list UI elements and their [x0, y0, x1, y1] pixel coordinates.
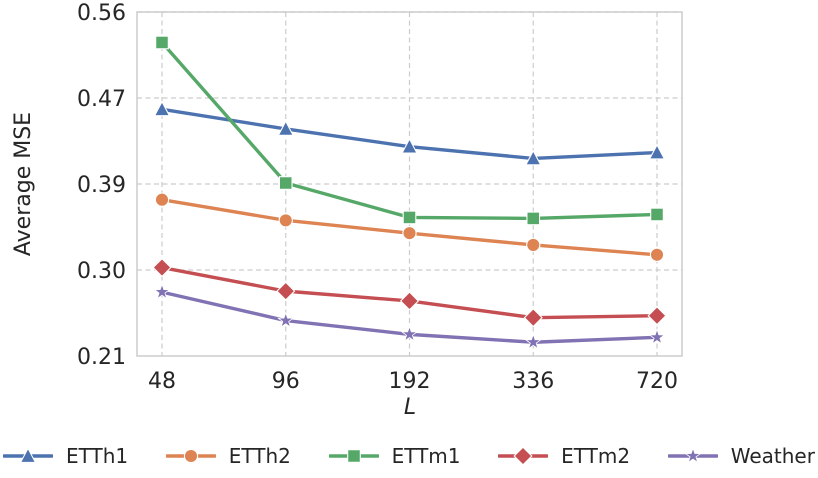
data-point-Weather-336	[524, 333, 542, 350]
plot-border	[136, 11, 683, 357]
y-tick-label: 0.21	[77, 345, 126, 370]
y-tick-label: 0.56	[77, 1, 126, 26]
legend: ETTh1 ETTh2 ETTm1 ETTm2 Weather	[0, 438, 818, 474]
legend-marker-Weather	[684, 446, 702, 464]
legend-star-icon	[667, 446, 718, 464]
data-point-ETTh2-96	[278, 213, 293, 228]
data-point-ETTm2-96	[276, 281, 296, 301]
legend-marker-ETTm2	[513, 446, 533, 466]
data-point-ETTh2-192	[402, 225, 417, 241]
legend-item-ETTh1: ETTh1	[3, 446, 128, 466]
legend-item-Weather: Weather	[667, 444, 815, 468]
x-tick-label: 192	[389, 369, 431, 394]
legend-label-ETTh1: ETTh1	[66, 444, 129, 468]
y-axis-title: Average MSE	[11, 112, 36, 256]
data-point-Weather-96	[277, 311, 295, 328]
legend-label-Weather: Weather	[730, 444, 815, 468]
data-point-ETTh1-96	[277, 120, 295, 136]
data-point-ETTm2-336	[523, 308, 543, 328]
data-point-ETTm1-48	[155, 35, 169, 50]
legend-triangle-up-icon	[3, 447, 53, 463]
plot-area: 0.21 0.30 0.39 0.47 0.56 48 96 192 336 720 Averag…	[11, 1, 683, 420]
data-point-ETTh1-48	[153, 100, 171, 117]
data-point-Weather-192	[400, 325, 419, 342]
legend-square-icon	[328, 449, 379, 463]
x-tick-label: 720	[636, 369, 678, 394]
data-point-ETTh1-336	[524, 149, 542, 166]
legend-marker-ETTh2	[183, 448, 198, 464]
data-point-ETTm2-48	[152, 257, 172, 278]
data-point-ETTh2-48	[154, 192, 170, 207]
x-axis-title: L	[404, 395, 416, 420]
legend-circle-icon	[165, 448, 216, 464]
y-tick-label: 0.30	[77, 259, 126, 284]
data-point-ETTm2-720	[647, 306, 667, 326]
legend-item-ETTm1: ETTm1	[328, 444, 461, 468]
data-point-ETTm2-192	[399, 291, 420, 311]
data-point-ETTm1-192	[402, 210, 417, 225]
x-tick-label: 96	[272, 369, 300, 394]
legend-item-ETTm2: ETTm2	[498, 446, 630, 466]
y-tick-label: 0.47	[77, 87, 126, 112]
legend-marker-ETTm1	[346, 449, 361, 463]
series-layer	[152, 35, 667, 350]
legend-item-ETTh2: ETTh2	[165, 444, 291, 468]
legend-label-ETTm1: ETTm1	[391, 444, 461, 468]
data-point-ETTh1-192	[401, 137, 418, 154]
legend-label-ETTh2: ETTh2	[228, 444, 291, 468]
data-point-ETTm1-336	[526, 211, 541, 226]
data-point-ETTm1-96	[278, 176, 293, 190]
y-tick-label: 0.39	[77, 173, 126, 198]
data-point-ETTm1-720	[650, 207, 664, 222]
legend-label-ETTm2: ETTm2	[561, 444, 631, 468]
tick-layer: 0.21 0.30 0.39 0.47 0.56 48 96 192 336 720	[77, 1, 678, 394]
data-point-Weather-48	[153, 283, 171, 300]
legend-diamond-icon	[498, 446, 549, 466]
data-point-ETTh2-336	[526, 237, 541, 253]
data-point-Weather-720	[648, 328, 666, 345]
x-tick-label: 336	[512, 369, 554, 394]
x-tick-label: 48	[148, 369, 176, 394]
data-point-ETTh1-720	[648, 143, 666, 160]
legend-marker-ETTh1	[19, 447, 37, 463]
data-point-ETTh2-720	[649, 247, 665, 262]
